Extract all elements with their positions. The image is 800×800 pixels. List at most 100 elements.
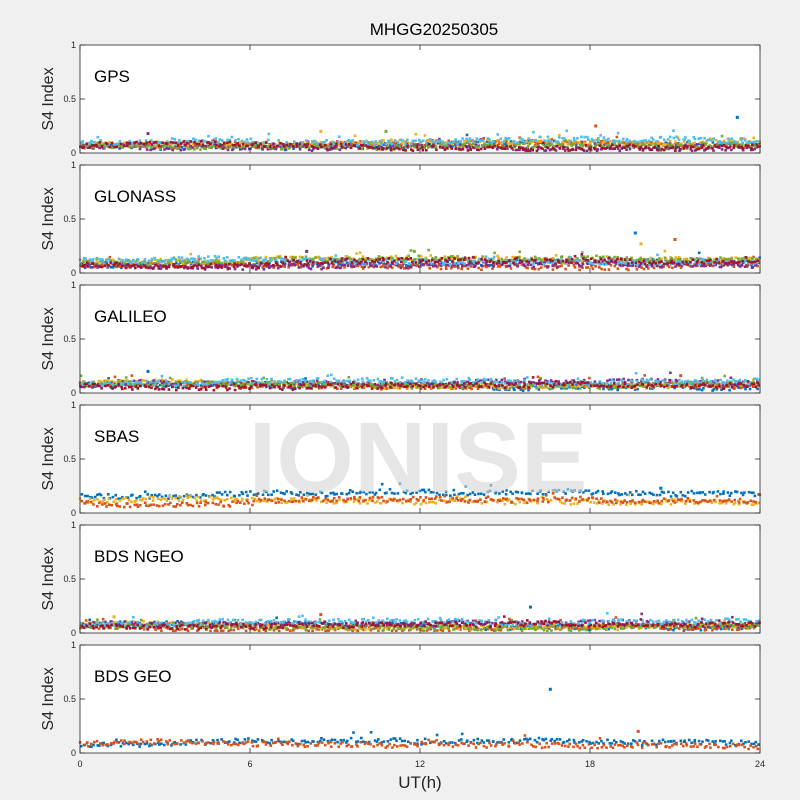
data-point	[448, 263, 452, 266]
data-point	[680, 262, 684, 266]
data-point	[677, 264, 680, 267]
data-point	[419, 263, 423, 267]
data-point	[739, 138, 743, 142]
data-point	[447, 257, 451, 260]
data-point	[408, 145, 411, 148]
data-point	[132, 258, 135, 262]
data-point	[375, 146, 379, 149]
data-point	[124, 266, 128, 270]
data-point	[679, 143, 682, 147]
data-point	[86, 265, 90, 268]
data-point	[378, 139, 382, 143]
data-point	[650, 136, 653, 140]
data-point	[747, 260, 750, 263]
data-point	[325, 267, 329, 270]
data-point	[697, 147, 701, 151]
data-point	[554, 254, 558, 257]
data-point	[380, 146, 383, 149]
data-point	[174, 380, 178, 384]
data-point	[251, 145, 255, 148]
data-point	[282, 143, 285, 146]
data-point	[338, 384, 342, 388]
data-point	[188, 258, 191, 262]
data-point	[373, 264, 376, 268]
data-point	[748, 256, 751, 260]
data-point	[584, 385, 588, 388]
data-point	[436, 259, 439, 262]
data-point	[515, 148, 518, 152]
data-point	[606, 379, 609, 383]
data-point	[650, 141, 653, 144]
data-point	[493, 144, 496, 148]
data-point	[744, 387, 747, 391]
data-point	[546, 380, 549, 383]
data-point	[565, 387, 568, 390]
data-point	[190, 266, 193, 269]
data-point	[270, 386, 273, 389]
data-point	[751, 148, 755, 152]
data-point	[466, 149, 470, 152]
data-point	[482, 139, 485, 142]
data-point	[603, 268, 607, 271]
data-point	[507, 137, 511, 140]
data-point	[263, 145, 266, 148]
data-point	[430, 262, 433, 265]
data-point	[605, 255, 608, 258]
data-point	[516, 141, 519, 144]
data-point	[740, 263, 743, 267]
data-point	[406, 145, 409, 148]
data-point	[199, 257, 202, 261]
data-point	[673, 386, 676, 390]
data-point	[466, 267, 470, 270]
data-point	[171, 378, 174, 381]
data-point	[537, 147, 540, 151]
data-point	[611, 140, 615, 143]
data-point	[319, 141, 323, 144]
data-point	[566, 145, 569, 149]
data-point	[316, 265, 320, 268]
data-point	[176, 264, 180, 268]
data-point	[222, 143, 226, 147]
data-point	[627, 145, 631, 148]
data-point	[543, 145, 547, 148]
data-point	[662, 383, 666, 387]
data-point	[352, 265, 356, 268]
data-point	[740, 145, 743, 149]
data-point	[279, 142, 282, 145]
data-point	[686, 263, 689, 266]
data-point	[445, 143, 449, 147]
data-point	[296, 259, 299, 263]
data-point	[226, 141, 229, 145]
data-point	[462, 258, 466, 262]
data-point	[442, 386, 445, 389]
data-point	[523, 257, 527, 260]
data-point	[340, 258, 343, 262]
data-point	[654, 259, 658, 263]
data-point	[410, 386, 414, 389]
data-point	[756, 387, 759, 391]
data-point	[534, 381, 537, 385]
data-point	[398, 263, 402, 267]
data-point	[727, 137, 731, 141]
data-point	[693, 387, 696, 390]
data-point	[595, 149, 599, 153]
data-point	[717, 258, 720, 262]
data-point	[580, 255, 584, 259]
data-point	[83, 265, 86, 268]
data-point	[99, 144, 102, 147]
data-point	[94, 262, 97, 265]
data-point	[514, 260, 517, 264]
data-point	[124, 258, 128, 261]
data-point	[219, 383, 222, 387]
data-point	[663, 256, 667, 259]
data-point	[139, 141, 143, 145]
data-point	[231, 148, 234, 152]
data-point	[655, 148, 659, 151]
data-point	[364, 144, 368, 147]
data-point	[244, 256, 248, 260]
data-point	[317, 382, 320, 386]
data-point	[144, 261, 148, 265]
data-point	[411, 139, 414, 143]
data-point	[622, 377, 625, 381]
data-point	[598, 144, 602, 147]
